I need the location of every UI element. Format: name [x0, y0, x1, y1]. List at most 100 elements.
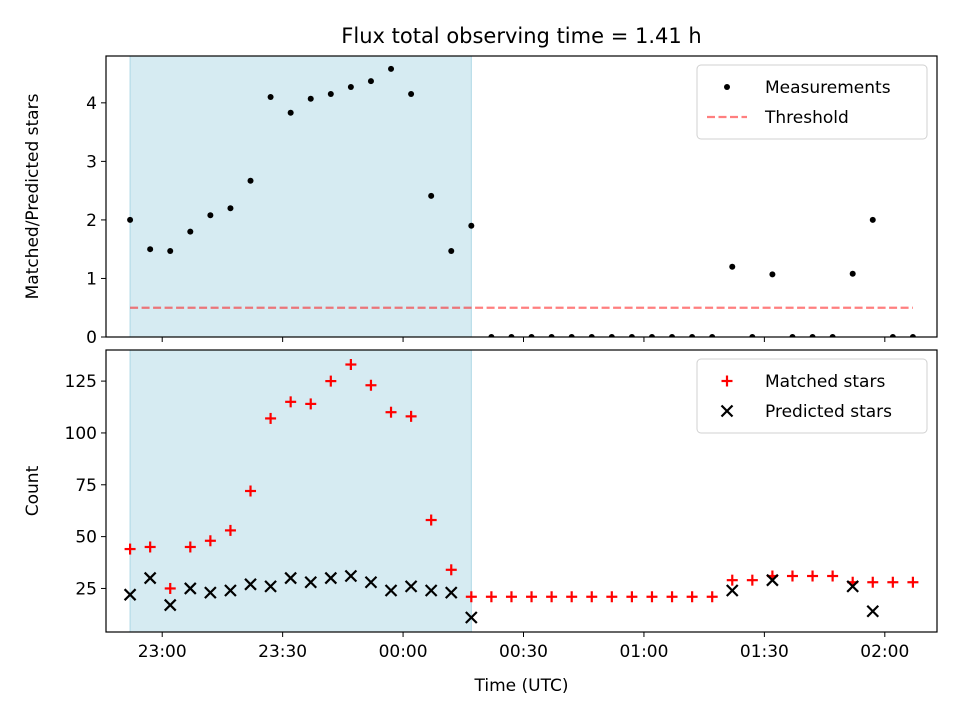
- legend-label: Predicted stars: [765, 402, 892, 422]
- x-stroke-b: [384, 584, 398, 597]
- data-point: [646, 591, 658, 603]
- data-point: [666, 591, 678, 603]
- data-point: [465, 611, 478, 624]
- data-point: [408, 91, 415, 98]
- legend-marker: [720, 404, 734, 418]
- data-point: [143, 571, 157, 585]
- data-point: [167, 247, 174, 254]
- data-point: [344, 569, 358, 583]
- x-axis-label: Time (UTC): [474, 676, 569, 696]
- axes-panel-2: 25 50 75 100 125 23:00 23:30 00:00 00:30 01:00 01:…: [23, 349, 938, 696]
- data-point: [285, 396, 297, 408]
- data-point: [325, 375, 337, 387]
- legend-marker: [721, 375, 733, 387]
- x-stroke-b: [264, 580, 277, 593]
- data-point: [709, 334, 716, 337]
- legend-box: [696, 358, 928, 434]
- x-tick-label: 00:30: [499, 642, 548, 662]
- data-point: [508, 334, 515, 337]
- data-point: [127, 216, 134, 223]
- data-point: [264, 580, 277, 593]
- data-point: [384, 584, 398, 597]
- data-point: [725, 584, 739, 597]
- x-stroke-b: [284, 571, 297, 585]
- data-point: [626, 591, 638, 603]
- data-point: [385, 406, 397, 418]
- y-tick-label: 0: [86, 328, 97, 348]
- data-point: [324, 571, 338, 585]
- x-stroke-b: [324, 571, 338, 585]
- data-point: [488, 334, 495, 337]
- data-point: [849, 270, 856, 277]
- legend: Matched stars Predicted stars: [696, 358, 928, 434]
- data-point: [184, 582, 197, 595]
- x-stroke-b: [866, 604, 880, 618]
- data-point: [548, 334, 555, 337]
- series-predicted-stars: [123, 569, 880, 624]
- data-point: [866, 604, 880, 618]
- x-tick-label: 23:30: [258, 642, 307, 662]
- x-stroke-b: [204, 586, 217, 599]
- x-stroke-b: [224, 584, 237, 597]
- data-point: [528, 334, 535, 337]
- series-matched-stars: [124, 359, 919, 603]
- data-point: [245, 485, 257, 497]
- x-stroke-b: [244, 578, 257, 591]
- data-point: [224, 524, 236, 536]
- legend-label: Matched stars: [765, 372, 885, 392]
- data-point: [365, 379, 377, 391]
- x-stroke-b: [123, 588, 137, 601]
- data-point: [726, 574, 738, 586]
- data-point: [789, 334, 796, 337]
- data-point: [669, 334, 676, 337]
- data-point: [786, 570, 798, 582]
- data-point: [505, 591, 517, 603]
- y-tick-label: 2: [86, 211, 97, 231]
- data-point: [265, 412, 277, 424]
- data-point: [405, 410, 417, 422]
- data-point: [147, 246, 154, 253]
- data-point: [347, 84, 354, 91]
- data-point: [304, 575, 318, 589]
- y-tick-label: 75: [75, 476, 97, 496]
- data-point: [305, 398, 317, 410]
- x-stroke-b: [766, 573, 779, 587]
- data-point: [247, 177, 254, 184]
- data-point: [164, 582, 176, 594]
- data-point: [568, 334, 575, 337]
- legend-label: Threshold: [764, 108, 849, 128]
- x-stroke-b: [846, 580, 859, 593]
- x-stroke-b: [444, 586, 458, 599]
- data-point: [448, 247, 455, 254]
- legend-label: Measurements: [765, 78, 891, 98]
- data-point: [846, 580, 859, 593]
- legend-entry: Measurements: [724, 78, 891, 98]
- data-point: [207, 212, 214, 219]
- data-point: [749, 334, 756, 337]
- plot-area: [123, 350, 919, 632]
- data-point: [628, 334, 635, 337]
- data-point: [144, 541, 156, 553]
- x-stroke-b: [184, 582, 197, 595]
- data-point: [729, 263, 736, 270]
- x-stroke-b: [720, 404, 734, 418]
- x-stroke-b: [424, 584, 438, 597]
- data-point: [345, 359, 357, 371]
- data-point: [204, 535, 216, 547]
- data-point: [388, 65, 395, 72]
- data-point: [867, 576, 879, 588]
- data-point: [307, 95, 314, 102]
- data-point: [807, 570, 819, 582]
- x-stroke-b: [304, 575, 318, 589]
- data-point: [746, 574, 758, 586]
- plot-area: [127, 56, 916, 337]
- data-point: [706, 591, 718, 603]
- x-stroke-b: [364, 575, 378, 589]
- y-tick-label: 50: [75, 528, 97, 548]
- x-tick-label: 23:00: [138, 642, 187, 662]
- data-point: [526, 591, 538, 603]
- data-point: [445, 564, 457, 576]
- data-point: [809, 334, 816, 337]
